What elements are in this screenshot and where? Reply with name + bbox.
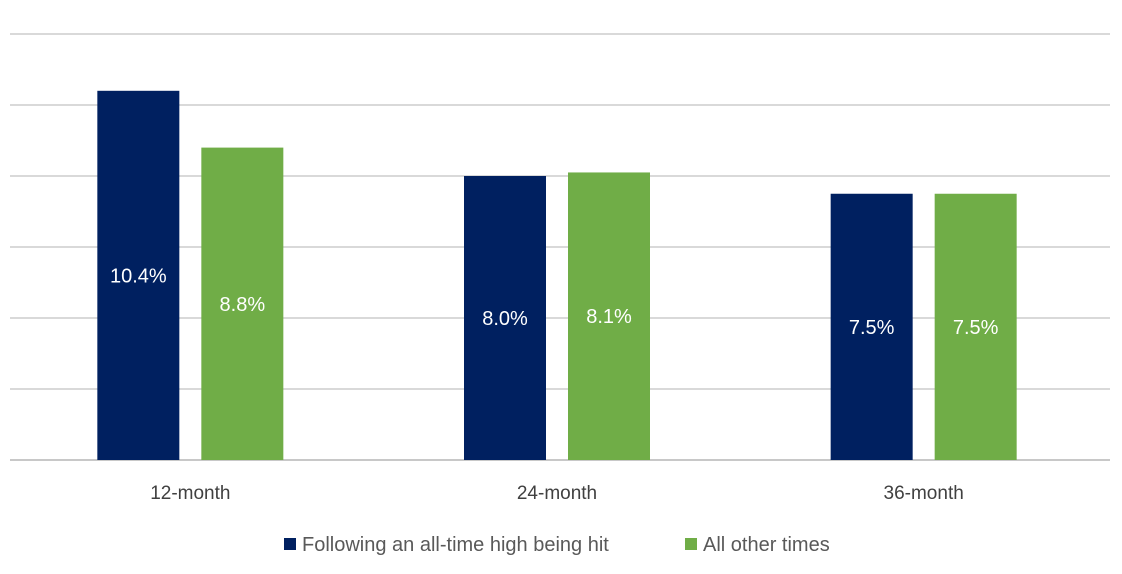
- data-label: 8.0%: [482, 308, 528, 330]
- data-label: 10.4%: [110, 265, 167, 287]
- legend: Following an all-time high being hit All …: [284, 534, 830, 556]
- x-tick-label: 12-month: [150, 483, 230, 504]
- x-tick-label: 36-month: [884, 483, 964, 504]
- legend-label: Following an all-time high being hit: [302, 534, 609, 556]
- legend-swatch: [685, 538, 697, 550]
- data-label: 8.8%: [220, 294, 266, 316]
- bar-36-month-series-1: [830, 193, 913, 460]
- bar-24-month-series-1: [464, 176, 546, 460]
- legend-swatch: [284, 538, 296, 550]
- data-label: 7.5%: [849, 317, 895, 339]
- bar-12-month-series-1: [97, 90, 180, 461]
- bar-24-month-series-2: [568, 172, 650, 460]
- data-label: 8.1%: [586, 306, 632, 328]
- bar-36-month-series-2: [934, 193, 1017, 460]
- data-label: 7.5%: [953, 317, 999, 339]
- x-tick-label: 24-month: [517, 483, 597, 504]
- bar-12-month-series-2: [201, 147, 284, 460]
- legend-label: All other times: [703, 534, 830, 556]
